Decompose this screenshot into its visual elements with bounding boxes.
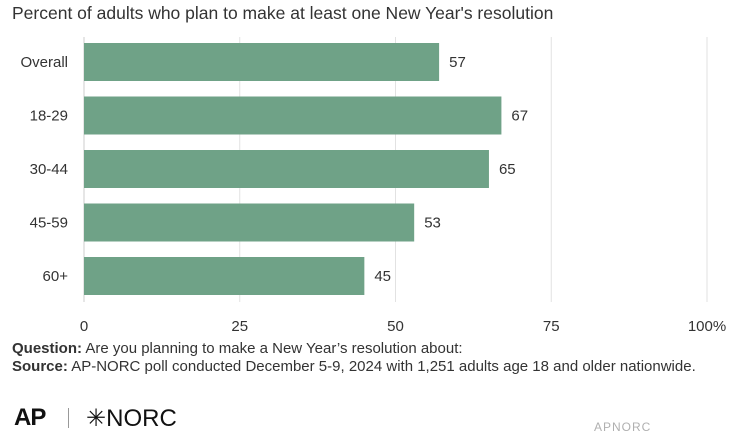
bar-chart: 57 67 65 53 45 Overall 18-29 30-44 45-59 60+ 0 25…: [20, 37, 726, 335]
x-tick-label: 100%: [688, 318, 726, 335]
bar: [84, 257, 365, 295]
source-label: Source:: [12, 358, 68, 375]
bar-value-label: 67: [511, 108, 528, 125]
category-label: 45-59: [30, 215, 68, 232]
logo-divider: [68, 408, 69, 428]
bar-value-label: 57: [449, 54, 466, 71]
source-note: Source: AP-NORC poll conducted December …: [12, 358, 712, 376]
credit-text: APNORC: [594, 420, 652, 434]
category-label: 18-29: [30, 108, 68, 125]
bars: [84, 43, 502, 295]
question-label: Question:: [12, 340, 82, 357]
category-label: Overall: [20, 54, 68, 71]
x-tick-label: 0: [80, 318, 88, 335]
bar-value-label: 45: [374, 268, 391, 285]
data-labels: 57 67 65 53 45: [374, 54, 528, 285]
x-axis-tick-labels: 0 25 50 75 100%: [80, 318, 726, 335]
bar: [84, 150, 489, 188]
question-text: Are you planning to make a New Year’s re…: [85, 340, 463, 357]
x-tick-label: 50: [387, 318, 404, 335]
norc-logo: ✳NORC: [86, 405, 177, 432]
source-text: AP-NORC poll conducted December 5-9, 202…: [71, 358, 696, 375]
bar: [84, 203, 415, 242]
x-tick-label: 75: [543, 318, 560, 335]
category-label: 60+: [43, 268, 69, 285]
category-label: 30-44: [30, 161, 68, 178]
bar: [84, 43, 440, 81]
category-labels: Overall 18-29 30-44 45-59 60+: [20, 54, 68, 285]
chart-title: Percent of adults who plan to make at le…: [12, 3, 554, 23]
ap-logo: AP: [14, 404, 46, 431]
chart-notes: Question: Are you planning to make a New…: [12, 340, 712, 376]
bar-value-label: 53: [424, 215, 441, 232]
question-note: Question: Are you planning to make a New…: [12, 340, 712, 358]
x-tick-label: 25: [231, 318, 248, 335]
bar: [84, 96, 502, 135]
bar-value-label: 65: [499, 161, 516, 178]
